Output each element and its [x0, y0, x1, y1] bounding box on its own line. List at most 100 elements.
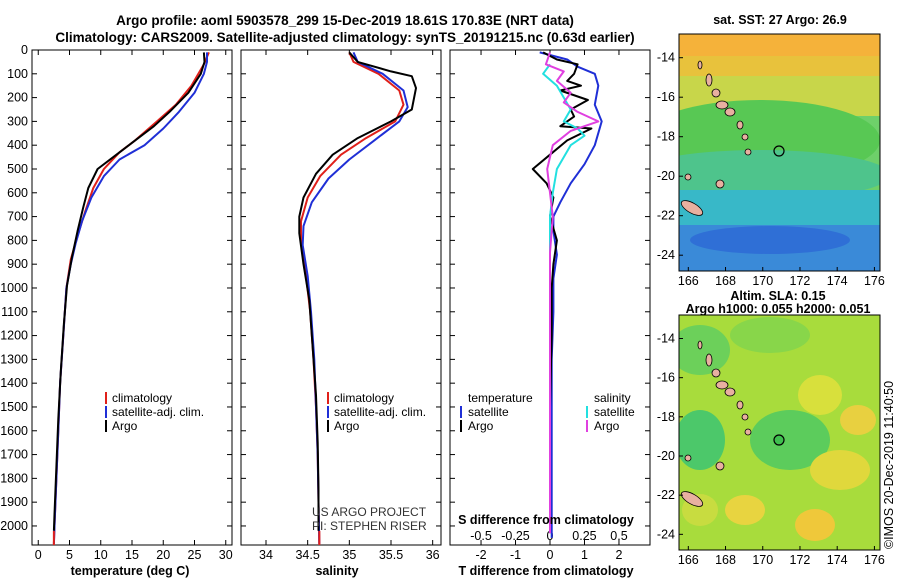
depth-tick-label: 200	[7, 91, 28, 105]
series-line-t-satellite	[539, 51, 603, 538]
depth-tick-label: 0	[21, 43, 28, 57]
difference-depth-ticks	[450, 49, 650, 527]
series-line-satellite-adj-clim-	[52, 52, 208, 544]
s-diff-tick-label: 0.5	[610, 529, 627, 543]
series-line-climatology	[52, 52, 210, 544]
s-diff-tick-label: -0.25	[501, 529, 530, 543]
x-tick-label: 2	[615, 548, 622, 562]
lon-tick-label: 172	[790, 553, 811, 567]
x-tick-label: 30	[219, 548, 233, 562]
t-difference-xlabel: T difference from climatology	[458, 564, 633, 578]
sst-argo-marker	[773, 145, 785, 157]
depth-tick-label: 1900	[0, 495, 28, 509]
lat-tick-label: -20	[657, 449, 675, 463]
depth-tick-label: 700	[7, 210, 28, 224]
legend-t-satellite-label: satellite	[468, 405, 509, 419]
sla-blob	[795, 509, 835, 541]
sla-map-panel: Altim. SLA: 0.15 Argo h1000: 0.055 h2000…	[657, 289, 885, 567]
sla-blob	[679, 410, 725, 470]
s-diff-tick-label: 0.25	[572, 529, 596, 543]
x-tick-label: 34	[259, 548, 273, 562]
sla-blob	[730, 317, 810, 353]
islands	[680, 340, 752, 507]
imos-watermark: ©IMOS 20-Dec-2019 11:40:50	[882, 381, 896, 549]
sla-blob	[810, 450, 870, 490]
x-tick-label: 1	[581, 548, 588, 562]
temperature-panel: 0100200300400500600700800900100011001200…	[0, 43, 233, 578]
figure-title-line1: Argo profile: aoml 5903578_299 15-Dec-20…	[116, 13, 574, 28]
salinity-axes-frame	[240, 49, 442, 546]
legend-satellite-label: satellite-adj. clim.	[112, 405, 204, 419]
depth-tick-label: 300	[7, 114, 28, 128]
sla-map-subtitle: Argo h1000: 0.055 h2000: 0.051	[686, 302, 871, 316]
legend-argo-swatch	[105, 420, 107, 432]
lon-tick-label: 170	[752, 553, 773, 567]
legend-t-argo-swatch	[460, 420, 462, 432]
lat-tick-label: -24	[657, 527, 675, 541]
legend-satellite-label: satellite-adj. clim.	[334, 405, 426, 419]
x-tick-label: 25	[188, 548, 202, 562]
islands	[680, 60, 752, 216]
lon-tick-label: 176	[864, 553, 885, 567]
project-credit: US ARGO PROJECT	[312, 505, 427, 519]
sla-blob	[750, 410, 830, 470]
x-tick-label: -1	[510, 548, 521, 562]
legend-satellite-swatch	[105, 406, 107, 418]
s-difference-xlabel: S difference from climatology	[458, 513, 634, 527]
depth-tick-label: 500	[7, 162, 28, 176]
series-line-s-satellite	[542, 63, 586, 300]
salinity-legend: climatology satellite-adj. clim. Argo	[327, 391, 426, 433]
lat-tick-label: -20	[657, 169, 675, 183]
pi-credit: PI: STEPHEN RISER	[312, 519, 427, 533]
sla-map-frame	[678, 314, 881, 551]
difference-legend: temperature satellite Argo salinity sate…	[460, 391, 635, 433]
lat-tick-label: -16	[657, 371, 675, 385]
salinity-xlabel: salinity	[315, 564, 358, 578]
lon-tick-label: 174	[827, 553, 848, 567]
lat-tick-label: -22	[657, 488, 675, 502]
lat-tick-label: -18	[657, 130, 675, 144]
sst-map-field	[679, 34, 880, 271]
sst-map-title: sat. SST: 27 Argo: 26.9	[713, 13, 847, 27]
difference-panel: -2 -1 0 1 2 -0.5 -0.25 0 0.25 0.5 T difference f…	[449, 49, 651, 578]
legend-climatology-swatch	[327, 392, 329, 404]
sst-teal-zone	[679, 150, 880, 200]
depth-tick-label: 1300	[0, 352, 28, 366]
legend-s-satellite-swatch	[586, 406, 588, 418]
sla-map-title: Altim. SLA: 0.15	[730, 289, 825, 303]
lon-tick-label: 174	[827, 274, 848, 288]
lon-tick-label: 166	[678, 553, 699, 567]
legend-argo-swatch	[327, 420, 329, 432]
lat-tick-label: -14	[657, 51, 675, 65]
sla-blob	[798, 375, 842, 415]
temperature-xlabel: temperature (deg C)	[71, 564, 190, 578]
lon-tick-label: 176	[864, 274, 885, 288]
depth-tick-label: 800	[7, 233, 28, 247]
depth-tick-label: 1600	[0, 424, 28, 438]
lat-tick-label: -24	[657, 248, 675, 262]
legend-satellite-swatch	[327, 406, 329, 418]
lat-tick-label: -18	[657, 410, 675, 424]
sla-blob	[725, 495, 765, 525]
lat-tick-label: -14	[657, 332, 675, 346]
sst-warm-band-2	[679, 56, 880, 78]
legend-salinity-title: salinity	[594, 391, 631, 405]
legend-argo-label: Argo	[112, 419, 138, 433]
depth-tick-label: 1800	[0, 471, 28, 485]
sst-warm-band	[679, 34, 880, 60]
sst-map-panel: sat. SST: 27 Argo: 26.9	[657, 13, 885, 288]
x-tick-label: 0	[35, 548, 42, 562]
salinity-x-axis: 34 34.5 35 35.5 36	[259, 50, 440, 562]
x-tick-label: 15	[125, 548, 139, 562]
difference-series-group	[531, 51, 603, 538]
depth-tick-label: 400	[7, 138, 28, 152]
sst-cool-band	[679, 190, 880, 230]
salinity-depth-ticks	[241, 49, 441, 527]
x-tick-label: 20	[156, 548, 170, 562]
x-tick-label: 34.5	[295, 548, 319, 562]
series-line-t-argo	[531, 51, 593, 534]
lon-tick-label: 172	[790, 274, 811, 288]
depth-tick-label: 1500	[0, 400, 28, 414]
depth-tick-label: 2000	[0, 519, 28, 533]
legend-t-argo-label: Argo	[468, 419, 494, 433]
